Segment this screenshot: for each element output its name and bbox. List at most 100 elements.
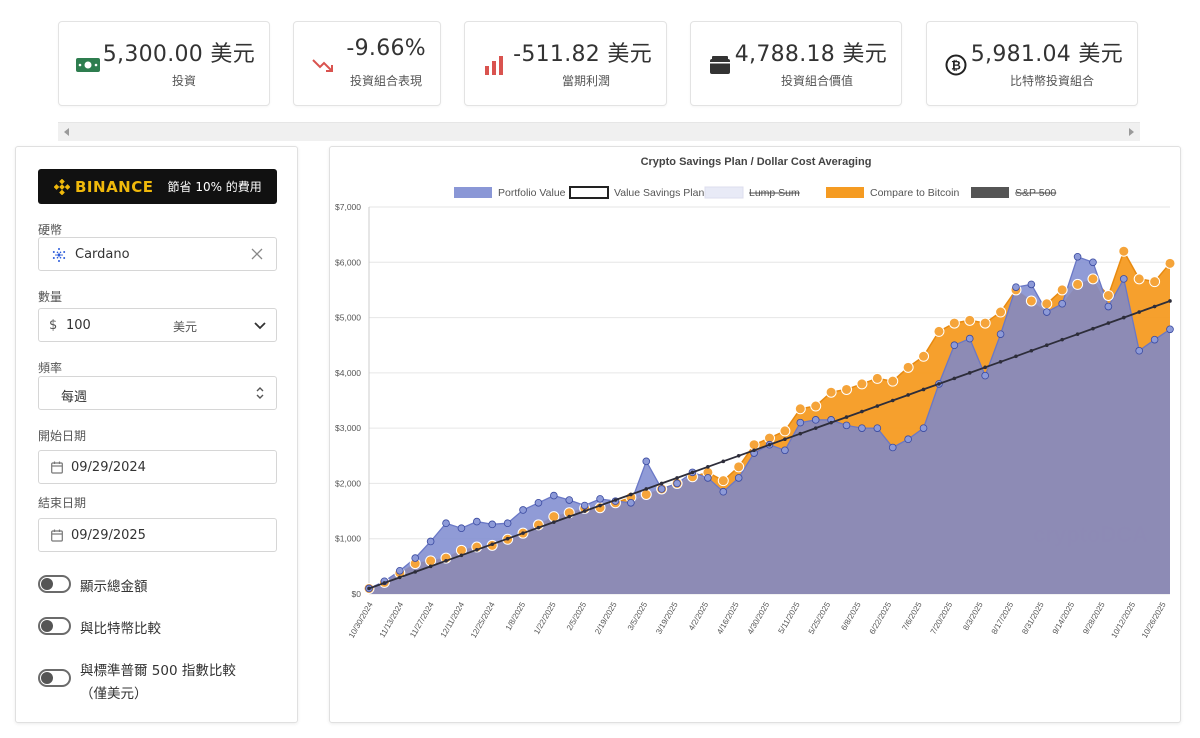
portfolio-point (719, 487, 728, 496)
toggle-compare-sp500-note: （僅美元） (80, 686, 148, 702)
legend-swatch (569, 186, 609, 199)
portfolio-point (811, 416, 820, 424)
y-tick-label: $0 (352, 589, 362, 599)
portfolio-point (981, 371, 989, 380)
frequency-select[interactable]: 每週 (38, 376, 277, 410)
savings-plan-point (721, 459, 726, 464)
horizontal-scrollbar[interactable] (58, 122, 1140, 141)
start-date-label: 開始日期 (38, 429, 87, 443)
stat-value: 5,981.04 美元 (970, 42, 1123, 67)
amount-value[interactable]: 100 (66, 318, 91, 333)
updown-chevron-icon[interactable] (255, 385, 265, 405)
coin-select[interactable]: Cardano (38, 237, 277, 271)
stat-label: 投資組合表現 (350, 74, 423, 88)
x-tick-label: 12/25/2024 (469, 600, 497, 640)
stat-value: 4,788.18 美元 (734, 42, 887, 67)
x-tick-label: 6/22/2025 (868, 600, 894, 636)
chart-panel: Crypto Savings Plan / Dollar Cost Averag… (329, 146, 1181, 723)
savings-plan-point (706, 465, 710, 469)
stat-card-invested: 5,300.00 美元 投資 (58, 21, 270, 106)
portfolio-point (888, 443, 897, 452)
toggle-show-total[interactable] (38, 575, 71, 593)
legend-label: Value Savings Plan (614, 187, 704, 199)
x-tick-label: 4/30/2025 (746, 600, 772, 636)
savings-plan-point (475, 547, 479, 552)
bitcoin-point (841, 383, 853, 395)
legend-label: Portfolio Value (498, 187, 566, 199)
bitcoin-point (779, 425, 791, 437)
savings-plan-point (413, 570, 418, 574)
portfolio-point (781, 446, 789, 455)
x-tick-label: 7/20/2025 (929, 600, 955, 636)
bitcoin-point (856, 378, 868, 390)
x-tick-label: 1/22/2025 (532, 600, 558, 636)
savings-plan-point (613, 498, 618, 502)
bar-chart-icon (479, 50, 509, 80)
frequency-value: 每週 (61, 390, 88, 405)
scroll-right-icon[interactable] (1129, 128, 1134, 136)
savings-plan-point (1029, 348, 1034, 353)
y-tick-label: $4,000 (335, 368, 361, 378)
portfolio-point (596, 495, 604, 503)
legend-swatch (454, 187, 492, 198)
savings-plan-point (552, 520, 556, 524)
portfolio-point (1150, 335, 1159, 344)
savings-plan-point (690, 470, 695, 475)
savings-plan-point (829, 420, 833, 425)
portfolio-point (950, 341, 959, 350)
amount-prefix: $ (49, 318, 58, 333)
x-tick-label: 11/27/2024 (408, 600, 436, 639)
savings-plan-point (629, 492, 633, 497)
bitcoin-point (1164, 257, 1176, 269)
coin-label: 硬幣 (38, 223, 63, 237)
portfolio-point (873, 424, 882, 432)
scroll-left-icon[interactable] (64, 128, 69, 136)
stat-label: 比特幣投資組合 (1010, 74, 1095, 88)
portfolio-point (580, 501, 589, 510)
toggle-show-total-label: 顯示總金額 (80, 579, 148, 595)
legend-label: Compare to Bitcoin (870, 187, 959, 199)
chevron-down-icon[interactable] (254, 320, 266, 335)
x-tick-label: 9/28/2025 (1081, 600, 1107, 636)
amount-input[interactable]: $ 100 美元 (38, 308, 277, 342)
portfolio-point (904, 435, 912, 444)
cardano-icon (51, 247, 67, 267)
bitcoin-point (918, 350, 930, 362)
start-date-input[interactable]: 09/29/2024 (38, 450, 277, 484)
x-tick-label: 3/19/2025 (654, 600, 680, 636)
amount-currency[interactable]: 美元 (173, 320, 198, 334)
x-tick-label: 8/3/2025 (961, 600, 985, 632)
legend-swatch (971, 187, 1009, 198)
toggle-compare-sp500[interactable] (38, 669, 71, 687)
clear-icon[interactable] (250, 247, 264, 265)
portfolio-point (919, 424, 928, 432)
x-tick-label: 10/26/2025 (1140, 600, 1168, 640)
savings-plan-point (1014, 354, 1018, 359)
x-tick-label: 11/13/2024 (378, 600, 406, 639)
stat-card-profit: -511.82 美元 當期利潤 (464, 21, 667, 106)
stat-value: -9.66% (346, 36, 426, 61)
toggle-compare-bitcoin[interactable] (38, 617, 71, 635)
x-tick-label: 4/2/2025 (687, 600, 711, 632)
stat-label: 當期利潤 (562, 74, 611, 88)
binance-banner[interactable]: BINANCE 節省 10% 的費用 (38, 169, 277, 204)
bitcoin-point (902, 361, 914, 373)
savings-plan-point (1106, 321, 1111, 325)
savings-plan-point (1091, 326, 1095, 331)
money-icon (73, 50, 103, 80)
portfolio-point (1135, 346, 1143, 355)
bitcoin-point (1118, 245, 1130, 257)
savings-plan-point (983, 365, 987, 370)
portfolio-point (858, 424, 866, 432)
savings-plan-point (736, 453, 741, 458)
bitcoin-point (1102, 289, 1114, 301)
savings-plan-point (444, 559, 448, 563)
end-date-input[interactable]: 09/29/2025 (38, 518, 277, 552)
savings-plan-point (844, 415, 849, 419)
legend-swatch (704, 186, 744, 199)
binance-logo-icon (54, 178, 70, 195)
toggle-compare-bitcoin-label: 與比特幣比較 (80, 621, 161, 637)
calendar-icon (51, 529, 63, 546)
portfolio-point (1073, 252, 1082, 261)
settings-panel: BINANCE 節省 10% 的費用 硬幣 Cardano 數量 $ 100 美… (15, 146, 298, 723)
